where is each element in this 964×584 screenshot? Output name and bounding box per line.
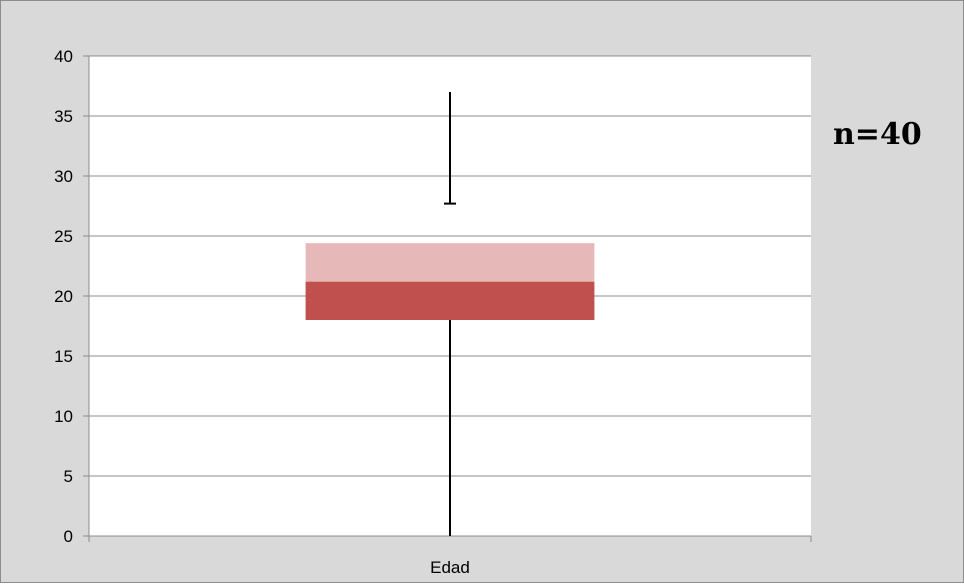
y-tick-label-20: 20 (54, 287, 73, 306)
y-tick-label-5: 5 (64, 467, 73, 486)
x-tick-label-edad: Edad (430, 558, 470, 577)
y-tick-label-40: 40 (54, 47, 73, 66)
y-tick-label-35: 35 (54, 107, 73, 126)
lower-box (305, 281, 595, 320)
y-tick-label-15: 15 (54, 347, 73, 366)
axes: 0 5 10 15 20 25 30 35 40 Edad (54, 47, 812, 577)
y-tick-label-10: 10 (54, 407, 73, 426)
y-tick-label-25: 25 (54, 227, 73, 246)
sample-size-annotation: n=40 (833, 117, 922, 152)
box-plot (305, 92, 595, 536)
y-tick-label-30: 30 (54, 167, 73, 186)
y-tick-label-0: 0 (64, 527, 73, 546)
upper-box (305, 243, 595, 282)
